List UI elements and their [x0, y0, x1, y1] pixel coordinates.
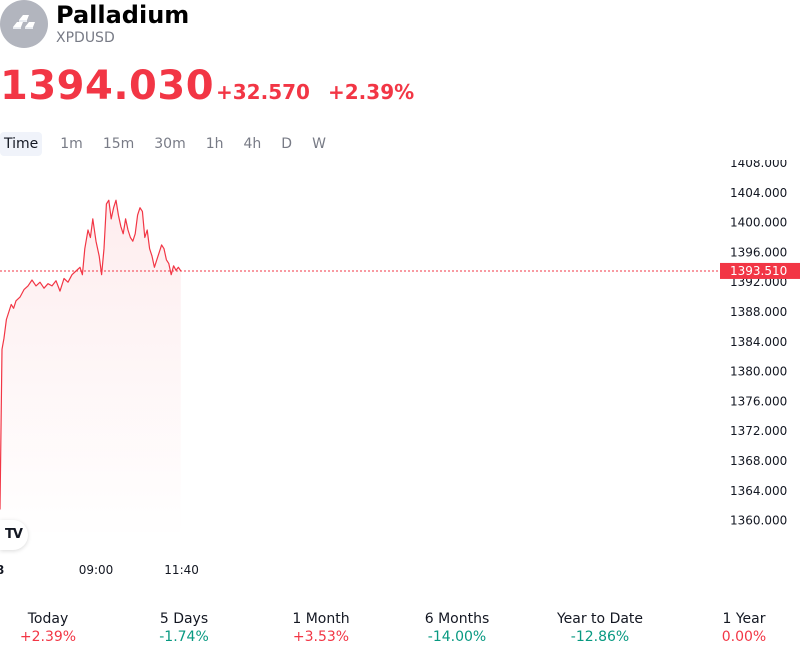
perf-6-months[interactable]: 6 Months -14.00% [397, 610, 517, 646]
tab-1m[interactable]: 1m [60, 136, 83, 152]
perf-value: -12.86% [570, 629, 630, 645]
perf-label: Year to Date [556, 611, 644, 627]
interval-tabs: Time 1m 15m 30m 1h 4h D W [0, 132, 342, 156]
performance-bar: Today +2.39% 5 Days -1.74% 1 Month +3.53… [0, 610, 800, 650]
gold-bars-icon [0, 0, 48, 48]
y-tick-label: 1364.000 [730, 484, 787, 498]
x-tick-label: 8 [0, 563, 4, 577]
perf-1-month[interactable]: 1 Month +3.53% [261, 610, 381, 646]
perf-value: +3.53% [292, 629, 350, 645]
price-change: +32.570 [216, 80, 310, 104]
perf-label: 6 Months [424, 611, 490, 627]
series-area-fill [0, 200, 181, 540]
y-tick-label: 1404.000 [730, 186, 787, 200]
y-tick-label: 1384.000 [730, 335, 787, 349]
y-tick-label: 1376.000 [730, 394, 787, 408]
x-tick-label: 09:00 [79, 563, 114, 577]
perf-label: 1 Year [722, 611, 766, 627]
y-tick-label: 1368.000 [730, 454, 787, 468]
y-tick-label: 1360.000 [730, 514, 787, 528]
y-tick-label: 1388.000 [730, 305, 787, 319]
y-tick-label: 1400.000 [730, 216, 787, 230]
y-tick-label: 1408.000 [730, 160, 787, 170]
perf-year-to-date[interactable]: Year to Date -12.86% [540, 610, 660, 646]
perf-label: 5 Days [159, 611, 209, 627]
x-tick-label: 11:40 [164, 563, 199, 577]
perf-value: +2.39% [19, 629, 77, 645]
instrument-ticker: XPDUSD [56, 30, 115, 46]
last-price: 1394.030 [0, 63, 215, 109]
current-price-label: 1393.510 [730, 264, 787, 278]
tab-1h[interactable]: 1h [205, 136, 224, 152]
perf-label: 1 Month [292, 611, 350, 627]
tradingview-logo-icon[interactable]: TV [0, 520, 28, 550]
y-tick-label: 1396.000 [730, 245, 787, 259]
tab-time[interactable]: Time [0, 132, 43, 156]
tab-d[interactable]: D [281, 136, 293, 152]
perf-value: -14.00% [427, 629, 487, 645]
series-line [0, 199, 182, 510]
tab-30m[interactable]: 30m [154, 136, 186, 152]
current-price-marker [720, 262, 800, 279]
y-tick-label: 1372.000 [730, 424, 787, 438]
tab-15m[interactable]: 15m [102, 136, 135, 152]
price-change-percent: +2.39% [328, 80, 415, 104]
tradingview-logo-text: TV [5, 527, 23, 542]
y-tick-label: 1380.000 [730, 365, 787, 379]
perf-label: Today [27, 611, 69, 627]
perf-5-days[interactable]: 5 Days -1.74% [124, 610, 244, 646]
price-chart[interactable]: 1360.000 1364.000 1368.000 1372.000 1376.000… [0, 160, 800, 580]
perf-value: -1.74% [159, 629, 209, 645]
perf-value: 0.00% [721, 629, 767, 645]
instrument-name: Palladium [56, 1, 190, 29]
perf-1-year[interactable]: 1 Year 0.00% [684, 610, 800, 646]
tab-4h[interactable]: 4h [243, 136, 262, 152]
tab-w[interactable]: W [312, 136, 326, 152]
perf-today[interactable]: Today +2.39% [0, 610, 108, 646]
